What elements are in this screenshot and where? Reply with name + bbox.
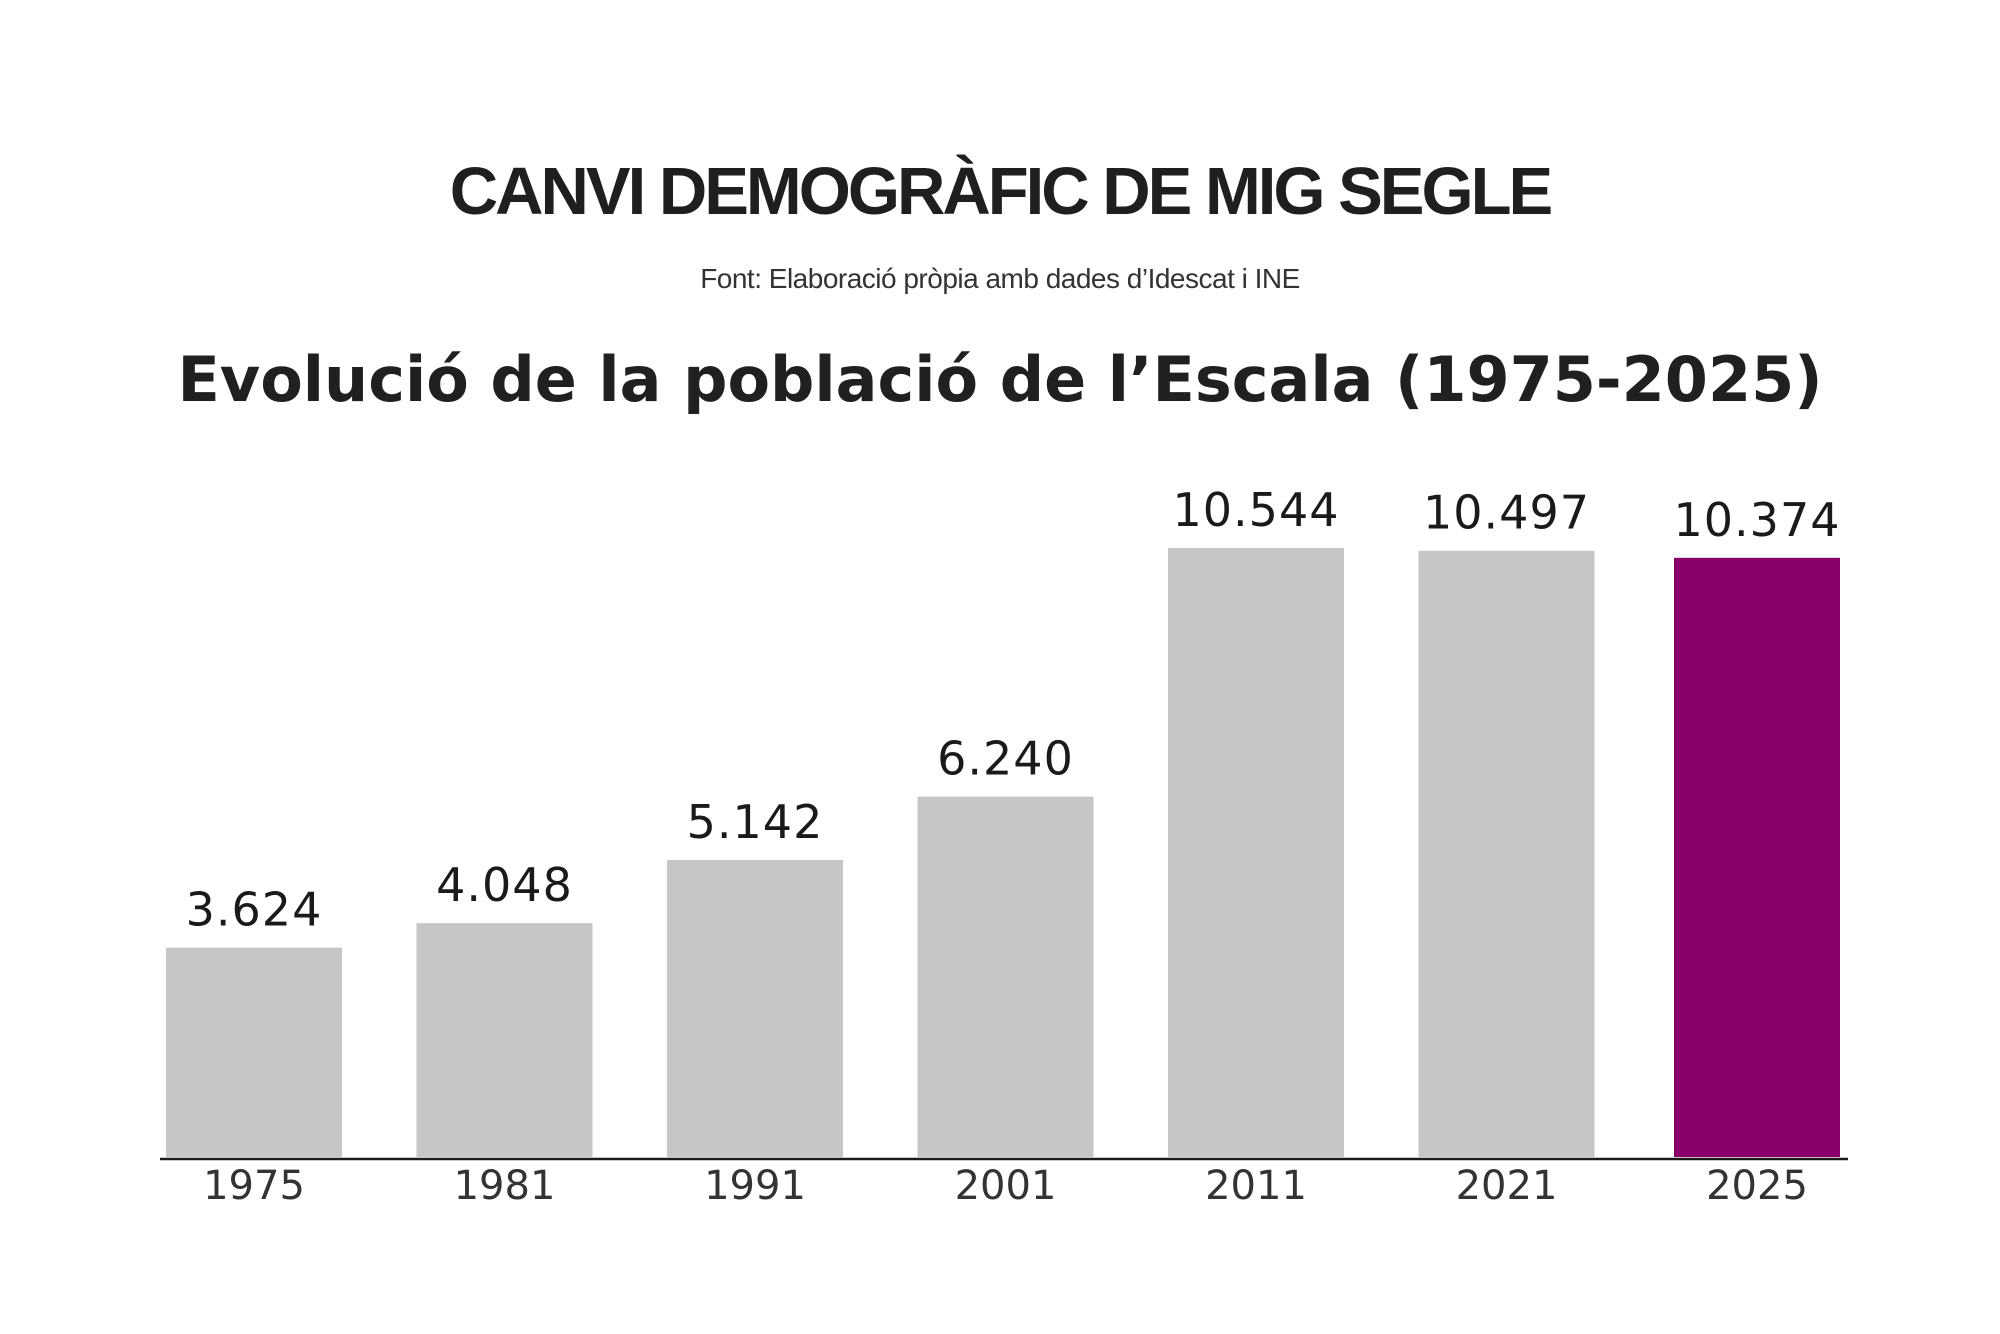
- value-label-2011: 10.544: [1173, 483, 1340, 537]
- tick-label-2011: 2011: [1205, 1163, 1307, 1209]
- bar-2025: [1674, 557, 1840, 1157]
- tick-label-2021: 2021: [1456, 1163, 1558, 1209]
- tick-label-2001: 2001: [955, 1163, 1057, 1209]
- bars-group: [166, 548, 1840, 1157]
- tick-labels-group: 1975 1981 1991 2001 2011 2021 2025: [203, 1163, 1808, 1209]
- bar-2021: [1418, 550, 1595, 1157]
- value-label-1981: 4.048: [436, 858, 573, 912]
- headline: CANVI DEMOGRÀFIC DE MIG SEGLE: [449, 154, 1553, 229]
- bar-1975: [166, 947, 342, 1157]
- bar-1981: [416, 923, 593, 1157]
- tick-label-2025: 2025: [1706, 1163, 1808, 1209]
- chart-title: Evolució de la població de l’Escala (197…: [177, 343, 1823, 416]
- value-label-2001: 6.240: [937, 732, 1074, 786]
- bar-2001: [917, 796, 1094, 1157]
- source-note: Font: Elaboració pròpia amb dades d’Ides…: [700, 263, 1300, 294]
- bar-1991: [667, 860, 843, 1157]
- value-label-1975: 3.624: [186, 883, 323, 937]
- tick-label-1981: 1981: [454, 1163, 556, 1209]
- value-label-2025: 10.374: [1674, 493, 1841, 547]
- value-label-2021: 10.497: [1423, 486, 1590, 540]
- value-labels-group: 3.624 4.048 5.142 6.240 10.544 10.497 10.374: [186, 483, 1841, 937]
- bar-2011: [1168, 548, 1344, 1157]
- value-label-1991: 5.142: [687, 795, 824, 849]
- tick-label-1975: 1975: [203, 1163, 305, 1209]
- tick-label-1991: 1991: [704, 1163, 806, 1209]
